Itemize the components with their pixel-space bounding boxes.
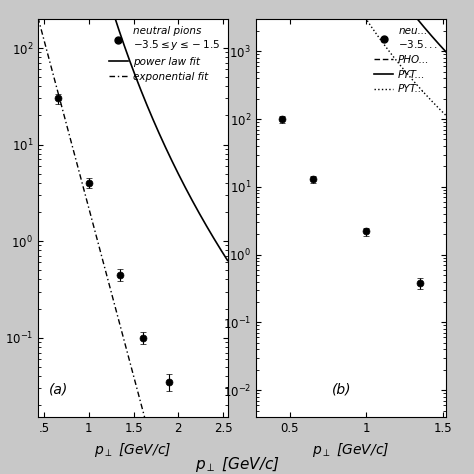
X-axis label: $p_{\perp}$ [GeV/c]: $p_{\perp}$ [GeV/c] [312, 440, 390, 458]
Legend: neutral pions
$-3.5 \leq y \leq -1.5$, power law fit, exponential fit: neutral pions $-3.5 \leq y \leq -1.5$, p… [105, 22, 224, 86]
Text: $p_{\perp}$ [GeV/c]: $p_{\perp}$ [GeV/c] [194, 455, 280, 474]
X-axis label: $p_{\perp}$ [GeV/c]: $p_{\perp}$ [GeV/c] [94, 440, 172, 458]
Text: (b): (b) [332, 382, 351, 396]
Text: (a): (a) [49, 382, 69, 396]
Legend: neu...
$-3.5...$, PHO..., PYT..., PYT...: neu... $-3.5...$, PHO..., PYT..., PYT... [370, 22, 442, 99]
